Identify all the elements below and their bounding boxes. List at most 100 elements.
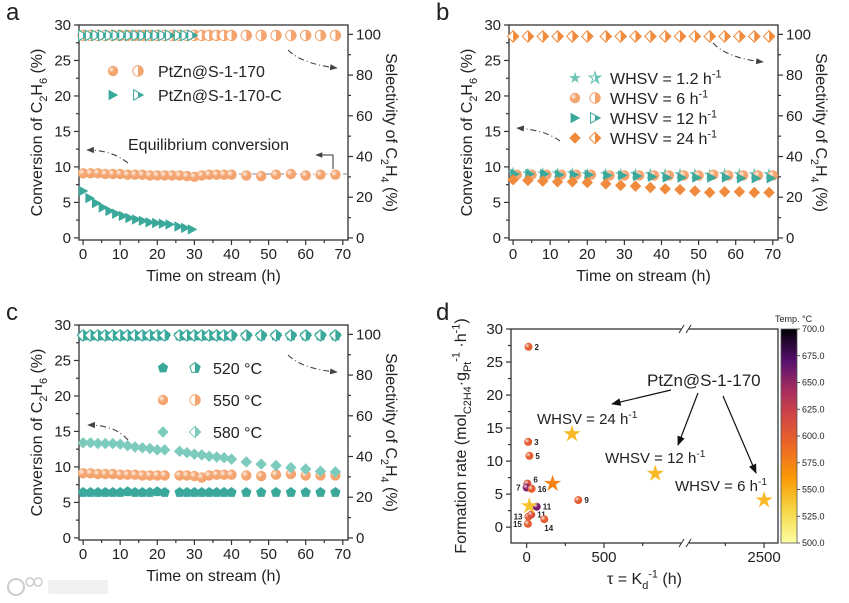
y-tick-label-part: 5 (493, 194, 501, 211)
x-axis-label: τ = Kd-1 (h) (607, 569, 682, 592)
x-tick-label-part: 20 (149, 246, 166, 263)
y2-tick-label-part: 20 (356, 489, 373, 506)
data-point (196, 449, 208, 461)
point-label-part: 9 (584, 496, 589, 505)
right-axis-arrow (287, 49, 338, 71)
legend-label: 520 °C (213, 361, 262, 378)
data-point (152, 470, 163, 481)
x-tick-label: 30 (186, 246, 203, 263)
x-tick-label: 30 (186, 546, 203, 563)
data-point (107, 487, 118, 497)
data-point-fill (733, 185, 746, 198)
colorbar-tick-label-part: 650.0 (802, 378, 825, 388)
x-axis-label-part: τ = K (607, 571, 643, 588)
data-point (688, 29, 702, 43)
annotation-arrow-12 (677, 392, 699, 446)
x-axis-label-part: Time on stream (h) (146, 268, 281, 285)
y-axis-label-part: ) (453, 318, 470, 323)
legend-marker-filled-fill (570, 112, 581, 124)
x-axis-label-part: Time on stream (h) (576, 268, 711, 285)
data-point (210, 451, 223, 463)
legend-marker-half-fill (595, 132, 601, 144)
data-point (187, 224, 198, 235)
data-point-fill (187, 224, 198, 235)
data-point-fill (290, 30, 297, 41)
y2-tick-label: 80 (356, 67, 373, 84)
data-point (122, 169, 133, 180)
legend-marker-filled (108, 89, 119, 101)
data-point (181, 487, 193, 497)
panel-label: d (436, 299, 449, 326)
y2-axis-label: Selectivity of C2H4 (%) (378, 53, 399, 212)
data-point-fill (169, 32, 176, 39)
legend-entry: 520 °C (157, 361, 262, 378)
legend-entry: 580 °C (157, 425, 262, 442)
y-tick-label-part: 5 (63, 494, 71, 511)
data-point-fill (98, 202, 109, 213)
colorbar-tick-label: 675.0 (802, 351, 825, 361)
y2-tick-label: 60 (356, 408, 373, 425)
data-point (225, 453, 238, 465)
data-point-fill (300, 487, 311, 497)
data-point-sphere (524, 437, 533, 446)
panel-a-chart: a 0 5 10 15 20 25 30 0 10 20 30 40 50 60 70 0 20 40 60 80 100… (6, 0, 399, 285)
y-axis-label-part: ·g (453, 372, 470, 386)
legend-label-part: PtZn@S-1-170 (158, 64, 265, 81)
point-label-part: 7 (516, 484, 521, 493)
y2-tick-label-part: 40 (356, 449, 373, 466)
x-tick-label: 0 (522, 549, 530, 566)
data-point-fill (335, 30, 341, 41)
data-point (643, 29, 657, 43)
data-point-fill (721, 172, 732, 183)
x-axis-label: Time on stream (h) (576, 268, 711, 285)
data-point (211, 469, 222, 480)
data-point (299, 463, 312, 475)
legend-label: WHSV = 1.2 h-1 (610, 69, 722, 88)
legend-marker-filled-shine (157, 394, 169, 406)
data-point (270, 487, 282, 497)
data-point (270, 459, 282, 472)
data-point-sphere-shine (523, 519, 532, 528)
data-point (118, 210, 129, 222)
data-point (314, 29, 327, 42)
y-axis-label-part: H (29, 84, 46, 96)
y-tick-label: 15 (486, 420, 503, 437)
data-point-fill (270, 487, 282, 497)
left-axis-arrow (87, 421, 129, 441)
y2-tick-label: 0 (786, 230, 794, 247)
data-point-fill (718, 185, 731, 198)
data-point (107, 437, 119, 450)
data-point-shine (241, 470, 252, 481)
legend-marker-filled-fill (157, 362, 169, 373)
data-point (158, 444, 171, 456)
x-axis-label-part: Time on stream (h) (146, 568, 281, 585)
data-point (152, 486, 163, 497)
data-point (270, 169, 282, 180)
panel-label-part: a (6, 0, 20, 26)
series-580-c-conversion (77, 437, 342, 478)
y-axis-label-part: H (459, 84, 476, 96)
y2-tick-label: 80 (786, 67, 803, 84)
data-point-fill (315, 487, 326, 497)
y-tick-label-part: 25 (54, 52, 71, 69)
legend-label-part: -1 (712, 69, 722, 81)
data-point (329, 29, 342, 42)
data-point (159, 470, 170, 481)
equilibrium-label-part: Equilibrium conversion (128, 137, 289, 154)
legend-entry: WHSV = 12 h-1 (570, 109, 717, 128)
x-tick-label-part: 60 (727, 246, 744, 263)
x-tick-label-part: 20 (579, 246, 596, 263)
annotation-whsv-6: WHSV = 6 h-1 (675, 477, 767, 495)
data-point-fill (763, 186, 775, 199)
data-point (506, 29, 520, 43)
y-tick-label: 30 (486, 321, 503, 338)
data-point (659, 183, 671, 195)
data-point-shine (144, 170, 156, 181)
data-point (85, 487, 96, 497)
y-axis-label: Conversion of C2H6 (%) (29, 349, 50, 517)
data-point (662, 172, 673, 183)
data-point (188, 448, 201, 460)
data-point-fill (513, 30, 519, 43)
data-point-fill (85, 487, 96, 497)
point-label-part: 13 (514, 513, 523, 522)
